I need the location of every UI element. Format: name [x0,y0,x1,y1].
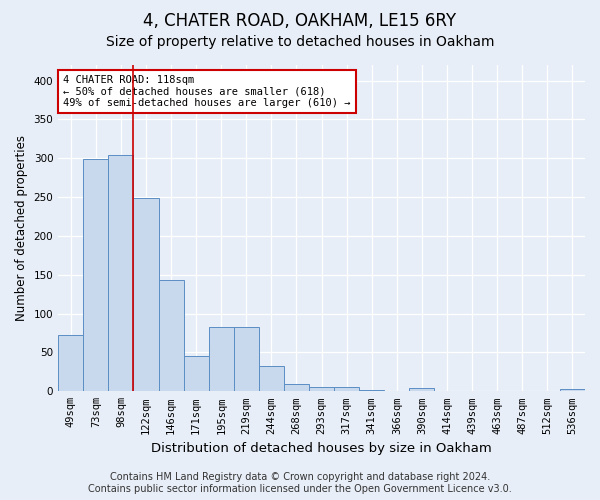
Bar [184,356,209,392]
Bar [284,384,309,392]
Bar [409,388,434,392]
Bar [334,386,359,392]
Bar [209,327,234,392]
Text: Size of property relative to detached houses in Oakham: Size of property relative to detached ho… [106,35,494,49]
Bar [109,155,133,392]
Text: 4, CHATER ROAD, OAKHAM, LE15 6RY: 4, CHATER ROAD, OAKHAM, LE15 6RY [143,12,457,30]
Bar [560,389,585,392]
Bar [234,327,259,392]
Bar [133,198,158,392]
Bar [58,336,83,392]
Bar [259,366,284,392]
Bar [309,386,334,392]
Text: Contains HM Land Registry data © Crown copyright and database right 2024.
Contai: Contains HM Land Registry data © Crown c… [88,472,512,494]
Text: 4 CHATER ROAD: 118sqm
← 50% of detached houses are smaller (618)
49% of semi-det: 4 CHATER ROAD: 118sqm ← 50% of detached … [64,75,351,108]
Bar [158,280,184,392]
Bar [359,390,385,392]
Y-axis label: Number of detached properties: Number of detached properties [15,135,28,321]
Bar [83,159,109,392]
X-axis label: Distribution of detached houses by size in Oakham: Distribution of detached houses by size … [151,442,492,455]
